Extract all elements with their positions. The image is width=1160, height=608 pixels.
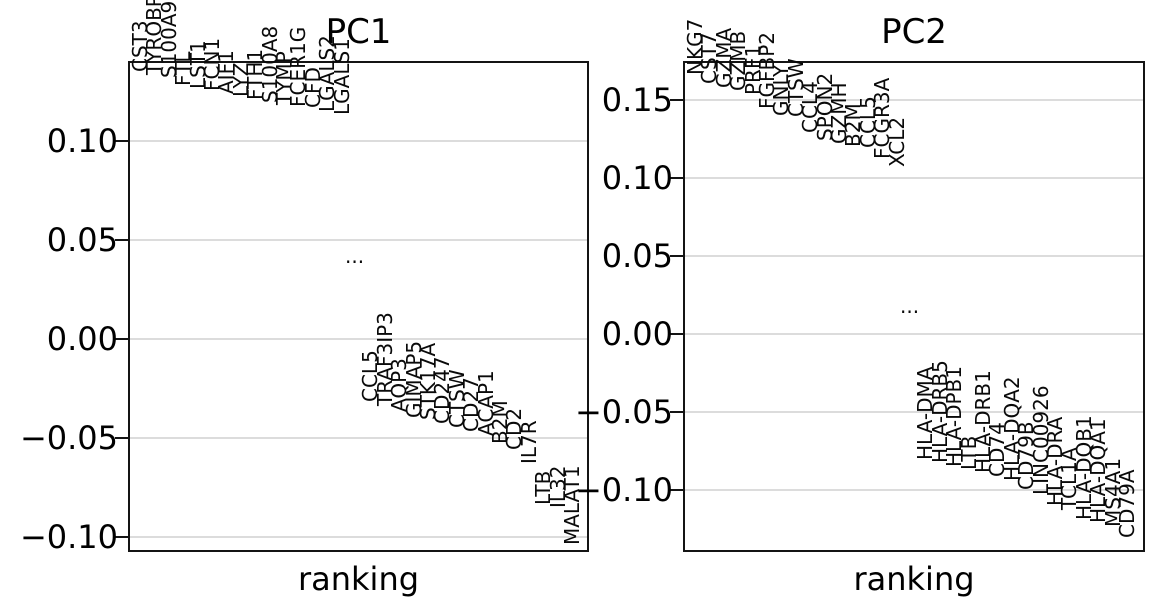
gridline-pc1 <box>128 238 589 241</box>
panel-title-pc2: PC2 <box>881 12 947 52</box>
gridline-pc2 <box>683 332 1145 335</box>
ytick-mark-pc2 <box>670 332 683 335</box>
gene-label-pc1: LGALS1 <box>329 38 354 116</box>
pc1-plot-panel <box>128 61 589 552</box>
ytick-label-pc2: 0.10 <box>601 158 673 197</box>
gridline-pc1 <box>128 535 589 538</box>
gridline-pc2 <box>683 254 1145 257</box>
ytick-mark-pc1 <box>115 535 128 538</box>
gridline-pc1 <box>128 139 589 142</box>
ytick-label-pc2: 0.05 <box>601 236 673 275</box>
ytick-label-pc2: −0.10 <box>574 470 673 509</box>
ytick-mark-pc1 <box>115 436 128 439</box>
ytick-mark-pc1 <box>115 337 128 340</box>
ytick-label-pc2: 0.00 <box>601 314 673 353</box>
ytick-label-pc1: −0.10 <box>19 517 118 556</box>
ytick-mark-pc2 <box>670 98 683 101</box>
ytick-label-pc2: −0.05 <box>574 392 673 431</box>
ellipsis-label-pc1: ... <box>345 243 365 268</box>
ytick-label-pc1: 0.05 <box>46 220 118 259</box>
ytick-mark-pc2 <box>670 176 683 179</box>
ytick-mark-pc1 <box>115 139 128 142</box>
gridline-pc2 <box>683 410 1145 413</box>
ytick-mark-pc1 <box>115 238 128 241</box>
gridline-pc1 <box>128 436 589 439</box>
gridline-pc2 <box>683 488 1145 491</box>
panel-title-pc1: PC1 <box>325 12 392 52</box>
gridline-pc2 <box>683 98 1145 101</box>
ellipsis-label-pc2: ... <box>900 294 920 318</box>
ytick-mark-pc2 <box>670 488 683 491</box>
xaxis-label-pc1: ranking <box>297 560 420 598</box>
ytick-label-pc2: 0.15 <box>601 80 673 119</box>
pc2-plot-panel <box>683 61 1145 552</box>
gene-label-pc2: CD79A <box>1115 469 1139 539</box>
xaxis-label-pc2: ranking <box>853 560 975 598</box>
gene-label-pc2: XCL2 <box>884 116 909 168</box>
ytick-label-pc1: 0.00 <box>46 319 118 358</box>
ytick-label-pc1: 0.10 <box>46 121 118 160</box>
ytick-mark-pc2 <box>670 254 683 257</box>
gridline-pc1 <box>128 337 589 340</box>
ytick-label-pc1: −0.05 <box>19 418 118 457</box>
ytick-mark-pc2 <box>670 410 683 413</box>
gridline-pc2 <box>683 176 1145 179</box>
